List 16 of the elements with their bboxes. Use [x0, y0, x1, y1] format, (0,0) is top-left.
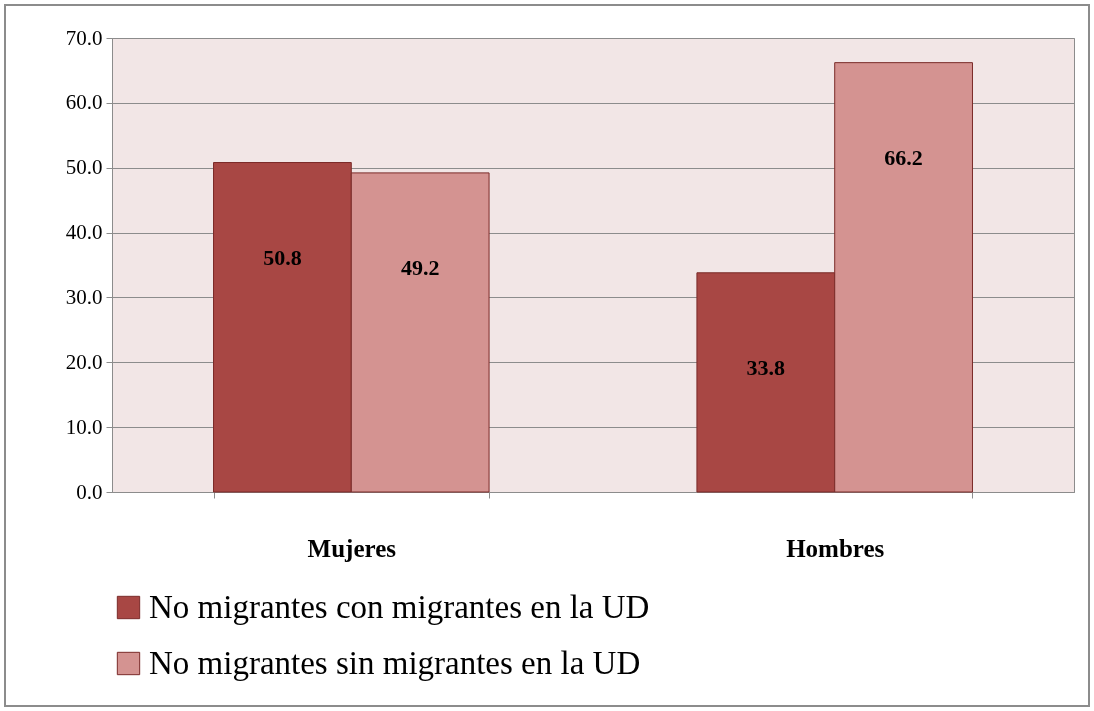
- x-tick-label: Mujeres: [307, 534, 397, 562]
- y-tick-label: 0.0: [76, 479, 103, 504]
- data-label: 50.8: [263, 244, 302, 270]
- y-tick-label: 60.0: [65, 90, 103, 115]
- data-label: 49.2: [400, 254, 440, 280]
- y-tick-label: 10.0: [65, 414, 103, 439]
- y-tick-label: 20.0: [65, 349, 103, 374]
- x-tick-label: Hombres: [786, 534, 885, 562]
- y-tick-label: 30.0: [65, 284, 103, 309]
- data-label: 66.2: [884, 144, 923, 170]
- data-label: 33.8: [746, 354, 786, 380]
- y-tick-label: 40.0: [65, 220, 103, 245]
- y-tick-label: 50.0: [65, 155, 103, 180]
- y-tick-label: 70.0: [65, 25, 103, 50]
- legend-label: No migrantes con migrantes en la UD: [149, 588, 650, 625]
- legend-label: No migrantes sin migrantes en la UD: [149, 644, 641, 681]
